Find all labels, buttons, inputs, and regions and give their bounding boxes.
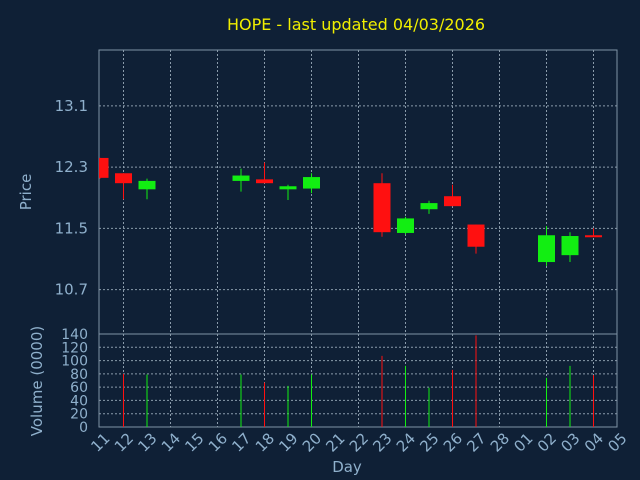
candle-body <box>585 235 602 238</box>
candle-body <box>538 235 555 263</box>
candle-body <box>256 179 273 184</box>
volume-axis-label: Volume (0000) <box>28 326 46 436</box>
volume-tick-label: 100 <box>61 354 88 370</box>
volume-tick-label: 140 <box>61 327 88 343</box>
chart-title: HOPE - last updated 04/03/2026 <box>227 15 485 34</box>
x-axis-label: Day <box>332 458 362 476</box>
day-tick-label: 18 <box>252 429 278 455</box>
candle-body <box>303 177 320 189</box>
day-tick-label: 02 <box>534 429 560 455</box>
candle-body <box>373 183 391 233</box>
price-tick-label: 12.3 <box>55 158 88 176</box>
day-tick-label: 14 <box>158 429 184 455</box>
day-tick-label: 13 <box>134 429 160 455</box>
day-tick-label: 25 <box>416 429 442 455</box>
day-tick-label: 24 <box>393 429 419 455</box>
volume-tick-label: 40 <box>70 393 88 409</box>
day-tick-label: 21 <box>322 429 348 455</box>
day-tick-label: 12 <box>111 429 137 455</box>
price-axis-label: Price <box>17 174 35 211</box>
day-tick-label: 23 <box>369 429 395 455</box>
candle-body <box>279 186 297 190</box>
day-tick-label: 01 <box>510 429 536 455</box>
candle-body <box>232 175 250 181</box>
day-tick-label: 20 <box>299 429 325 455</box>
candle-body <box>138 180 156 190</box>
day-tick-label: 22 <box>346 429 372 455</box>
day-tick-label: 15 <box>181 429 207 455</box>
price-tick-label: 10.7 <box>55 281 88 299</box>
candle-body <box>99 157 109 178</box>
day-axis-ticks: 1112131415161718192021222324252627280102… <box>87 429 630 455</box>
volume-tick-label: 120 <box>61 340 88 356</box>
day-tick-label: 16 <box>205 429 231 455</box>
price-tick-label: 13.1 <box>55 97 88 115</box>
candle-body <box>397 218 414 233</box>
day-tick-label: 04 <box>581 429 607 455</box>
day-tick-label: 03 <box>557 429 583 455</box>
day-tick-label: 17 <box>228 429 254 455</box>
volume-tick-label: 80 <box>70 367 88 383</box>
candle-body <box>420 203 438 210</box>
candle-body <box>444 196 461 207</box>
day-tick-label: 27 <box>463 429 489 455</box>
day-tick-label: 26 <box>440 429 466 455</box>
price-tick-label: 11.5 <box>55 219 88 237</box>
volume-tick-label: 60 <box>70 380 88 396</box>
candle-body <box>467 224 485 247</box>
day-tick-label: 11 <box>87 429 113 455</box>
day-tick-label: 19 <box>275 429 301 455</box>
volume-tick-label: 20 <box>70 407 88 423</box>
candles <box>99 157 602 266</box>
volume-tick-label: 0 <box>79 420 88 436</box>
day-tick-label: 05 <box>604 429 630 455</box>
volume-bars <box>123 335 594 427</box>
candle-body <box>561 236 579 256</box>
day-tick-label: 28 <box>487 429 513 455</box>
candle-body <box>115 173 132 184</box>
price-axis-ticks: 10.7 11.5 12.3 13.1 <box>55 97 88 299</box>
